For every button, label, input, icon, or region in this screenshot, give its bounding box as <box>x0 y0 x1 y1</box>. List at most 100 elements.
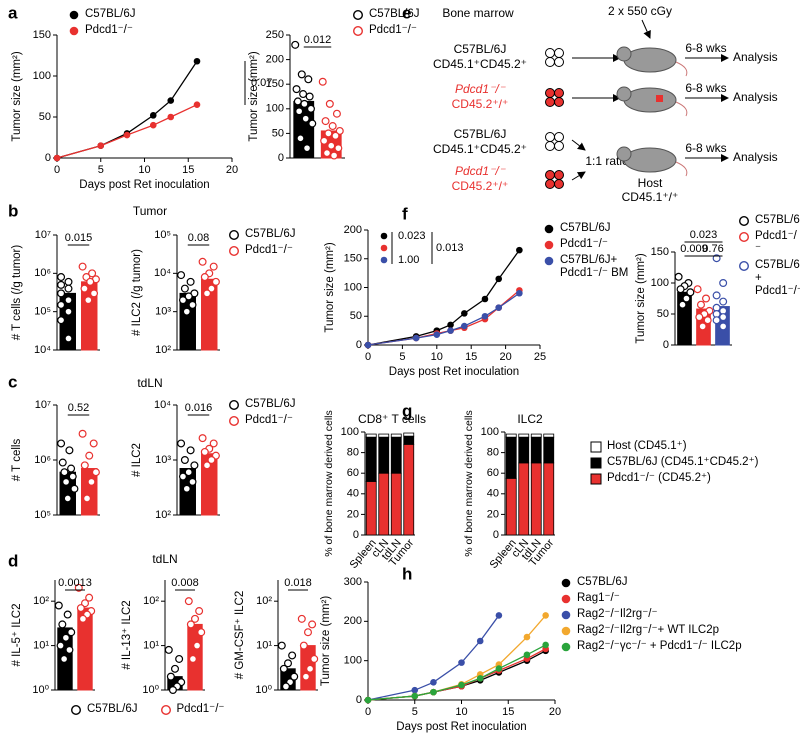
data-point <box>305 92 314 101</box>
bar-segment <box>518 436 530 464</box>
legend-swatch <box>352 25 364 37</box>
legend-swatch <box>70 704 82 716</box>
annotation: 0.023 <box>690 229 718 241</box>
data-point <box>542 612 549 619</box>
y-tick-label: 50 <box>350 310 362 322</box>
legend-swatch <box>590 457 602 469</box>
donor-marker: CD45.1⁺CD45.2⁺ <box>433 142 527 156</box>
y-tick-label: 0 <box>356 694 362 706</box>
data-point <box>322 149 331 158</box>
legend-swatch <box>352 9 364 21</box>
y-tick-label: 300 <box>344 576 362 588</box>
data-point <box>304 75 313 84</box>
y-tick-label: 80 <box>347 447 359 459</box>
data-point <box>328 122 337 131</box>
y-tick-label: 10² <box>256 595 272 607</box>
bar-segment <box>505 436 517 479</box>
data-point <box>83 494 92 503</box>
data-point <box>712 291 721 300</box>
bar-segment <box>365 433 377 438</box>
data-point <box>182 484 191 493</box>
x-tick-label: 10 <box>455 706 467 718</box>
bar-segment <box>518 462 530 536</box>
data-point <box>57 280 66 289</box>
y-tick-label: 0 <box>663 339 669 351</box>
chart-title: Tumor <box>133 204 167 218</box>
legend: C57BL/6J Pdcd1⁻/⁻ C57BL/6J+ Pdcd1⁻/⁻ BM <box>543 222 653 280</box>
y-axis-label: Tumor size (mm²) <box>324 242 336 332</box>
arrow <box>571 54 729 181</box>
data-point <box>184 597 193 606</box>
data-point <box>293 97 302 106</box>
y-tick-label: 10⁴ <box>154 399 171 411</box>
data-point <box>203 289 212 298</box>
data-point <box>433 331 441 338</box>
donor-marker: CD45.2⁺/⁺ <box>452 97 509 111</box>
data-point <box>168 685 177 694</box>
legend: C57BL/6J Rag1⁻/⁻ Rag2⁻/⁻Il2rg⁻/⁻ Rag2⁻/⁻Il2… <box>560 576 795 653</box>
annotation: 0.016 <box>185 402 213 414</box>
legend-marker <box>590 473 602 485</box>
legend-swatch <box>561 610 571 620</box>
y-tick-label: 200 <box>266 54 284 66</box>
data-point <box>149 121 157 129</box>
legend-swatch <box>561 578 571 588</box>
data-point <box>91 468 100 477</box>
host-label: Host <box>638 176 663 190</box>
legend: C57BL/6J Pdcd1⁻/⁻ <box>228 228 296 257</box>
y-axis-label: Tumor size (mm²) <box>320 596 332 686</box>
data-point <box>300 99 309 108</box>
x-axis-label: Days post Ret inoculation <box>389 366 519 378</box>
data-point <box>719 322 728 331</box>
y-tick-label: 0 <box>353 529 359 541</box>
donor-strain: C57BL/6J <box>454 127 507 141</box>
annotation-marker <box>380 256 388 264</box>
y-tick-label: 10⁶ <box>34 454 51 466</box>
series-line <box>367 615 500 701</box>
data-point <box>200 273 209 282</box>
data-point <box>180 284 189 293</box>
wait-label: 6-8 wks <box>685 81 726 95</box>
data-point <box>332 109 341 118</box>
legend-entry: Rag2⁻/⁻γc⁻/⁻ + Pdcd1⁻/⁻ ILC2p <box>560 640 795 653</box>
readout-label: Analysis <box>733 150 778 164</box>
y-tick-label: 0 <box>278 152 284 164</box>
legend-label: Pdcd1⁻/⁻ <box>245 244 293 256</box>
y-tick-label: 10⁰ <box>255 684 272 696</box>
bar-segment <box>403 435 415 445</box>
x-axis-label: Days post Ret inoculation <box>396 721 526 733</box>
data-point <box>686 288 695 297</box>
data-point <box>80 284 89 293</box>
data-point <box>411 686 419 694</box>
y-axis-label: # GM-CSF⁺ ILC2 <box>234 591 246 680</box>
data-point <box>68 472 77 481</box>
y-tick-label: 10⁵ <box>34 306 51 318</box>
x-tick-label: 5 <box>412 706 418 718</box>
data-point <box>207 456 216 465</box>
legend: C57BL/6J Pdcd1⁻/⁻ <box>352 8 420 37</box>
data-point <box>70 484 79 493</box>
data-point <box>719 297 728 306</box>
data-point <box>288 651 297 660</box>
mouse-icon <box>616 46 688 177</box>
data-point <box>191 614 200 623</box>
legend-swatch <box>561 642 571 652</box>
y-tick-label: 50 <box>272 127 284 139</box>
data-point <box>97 142 105 149</box>
y-tick-label: 10⁰ <box>32 684 49 696</box>
data-point <box>186 446 195 455</box>
y-axis-label: # IL-5⁺ ILC2 <box>11 604 23 667</box>
legend-entry: C57BL/6J+ Pdcd1⁻/⁻ BM <box>543 254 653 280</box>
legend-swatch <box>228 229 240 241</box>
cell-icon <box>545 88 564 189</box>
legend-entry: Rag1⁻/⁻ <box>560 592 795 605</box>
bar-segment <box>390 472 402 536</box>
data-point <box>123 131 131 139</box>
data-point <box>318 77 327 86</box>
legend-marker <box>738 231 750 243</box>
data-point <box>188 300 197 309</box>
legend-label: Rag2⁻/⁻Il2rg⁻/⁻+ WT ILC2p <box>577 624 719 636</box>
data-point <box>57 289 66 298</box>
y-axis-label: Tumor size (mm²) <box>248 51 260 141</box>
legend-entry: Pdcd1⁻/⁻ <box>738 230 800 256</box>
